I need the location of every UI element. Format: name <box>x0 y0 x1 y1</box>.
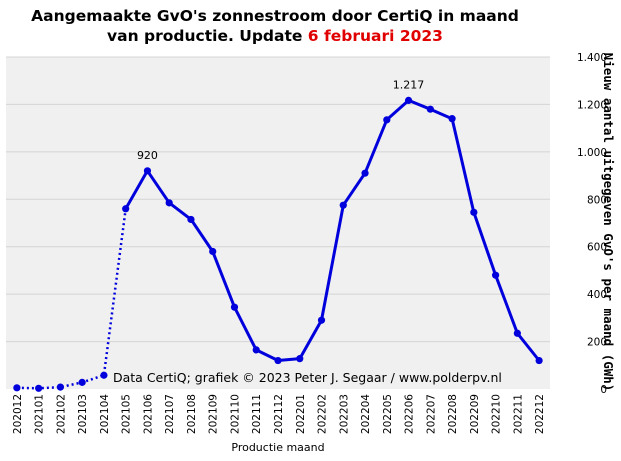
series-line-dotted <box>16 208 127 390</box>
x-axis-ticks: 202012 202101 202102 202103 202104 202105 2021… <box>12 394 546 434</box>
x-tick-label: 202201 <box>295 394 307 434</box>
data-point <box>426 105 434 113</box>
data-point <box>122 205 130 213</box>
data-point <box>404 96 413 104</box>
data-point <box>492 271 500 279</box>
y-tick-label: 600 <box>587 242 607 254</box>
x-tick-label: 202106 <box>142 394 154 434</box>
data-point <box>470 208 478 216</box>
data-point <box>165 199 173 207</box>
x-tick-label: 202212 <box>534 394 546 434</box>
data-point <box>296 355 304 363</box>
x-tick-label: 202102 <box>55 394 67 434</box>
plot-area <box>6 57 550 389</box>
data-point <box>209 247 217 256</box>
y-tick-label: 200 <box>587 337 607 349</box>
x-tick-label: 202208 <box>447 394 459 434</box>
x-tick-label: 202105 <box>121 394 133 434</box>
y-tick-label: 800 <box>587 194 607 206</box>
data-point <box>56 383 64 391</box>
y-axis-ticks: 0 200 400 600 800 1.000 1.200 1.400 <box>577 52 607 396</box>
x-tick-label: 202211 <box>512 394 524 434</box>
x-tick-label: 202204 <box>360 394 372 434</box>
data-point <box>274 356 282 365</box>
x-tick-label: 202012 <box>12 394 24 434</box>
series-lines <box>16 98 541 390</box>
x-tick-label: 202111 <box>251 394 263 434</box>
data-point <box>317 316 326 324</box>
data-point <box>513 329 521 337</box>
data-point <box>100 371 108 379</box>
data-label: 920 <box>137 149 158 162</box>
data-label: 1.217 <box>393 78 425 91</box>
data-point <box>187 215 195 224</box>
y-tick-label: 1.200 <box>577 99 607 111</box>
x-tick-label: 202202 <box>317 394 329 434</box>
y-tick-label: 1.000 <box>577 147 607 159</box>
data-point <box>383 116 391 124</box>
chart-title-line2: van productie. Update 6 februari 2023 <box>0 26 550 46</box>
x-tick-label: 202107 <box>164 394 176 434</box>
x-tick-label: 202104 <box>99 394 111 434</box>
y-tick-label: 1.400 <box>577 52 607 64</box>
data-point <box>361 169 369 177</box>
series-line <box>124 98 541 362</box>
x-tick-label: 202110 <box>229 394 241 434</box>
x-tick-label: 202209 <box>469 394 481 434</box>
chart-title-line1: Aangemaakte GvO's zonnestroom door Certi… <box>31 7 519 25</box>
x-tick-label: 202103 <box>77 394 89 434</box>
chart-title-date: 6 februari 2023 <box>307 27 443 45</box>
data-point <box>13 384 21 392</box>
x-tick-label: 202207 <box>425 394 437 434</box>
data-point <box>448 115 456 123</box>
data-point <box>252 346 260 354</box>
x-tick-label: 202109 <box>208 394 220 434</box>
x-tick-label: 202206 <box>404 394 416 434</box>
x-tick-label: 202108 <box>186 394 198 434</box>
y-tick-label: 400 <box>587 289 607 301</box>
x-tick-label: 202112 <box>273 394 285 434</box>
data-point <box>143 167 152 175</box>
series-points <box>13 96 543 392</box>
data-point <box>35 384 43 392</box>
y-tick-label: 0 <box>600 384 607 396</box>
x-tick-label: 202205 <box>382 394 394 434</box>
x-tick-label: 202210 <box>491 394 503 434</box>
chart-title-line2-text: van productie. Update <box>107 27 308 45</box>
data-point <box>535 356 543 365</box>
credit-text: Data CertiQ; grafiek © 2023 Peter J. Seg… <box>113 370 502 385</box>
x-tick-label: 202203 <box>338 394 350 434</box>
y-axis-label: Nieuw aantal uitgegeven GvO's per maand … <box>601 53 616 392</box>
x-tick-label: 202101 <box>34 394 46 434</box>
chart-title: Aangemaakte GvO's zonnestroom door Certi… <box>0 6 550 46</box>
data-labels: 920 1.217 <box>137 78 424 161</box>
data-point <box>339 201 347 209</box>
data-point <box>230 303 239 311</box>
data-point <box>78 378 86 386</box>
x-axis-label: Productie maand <box>231 441 324 454</box>
